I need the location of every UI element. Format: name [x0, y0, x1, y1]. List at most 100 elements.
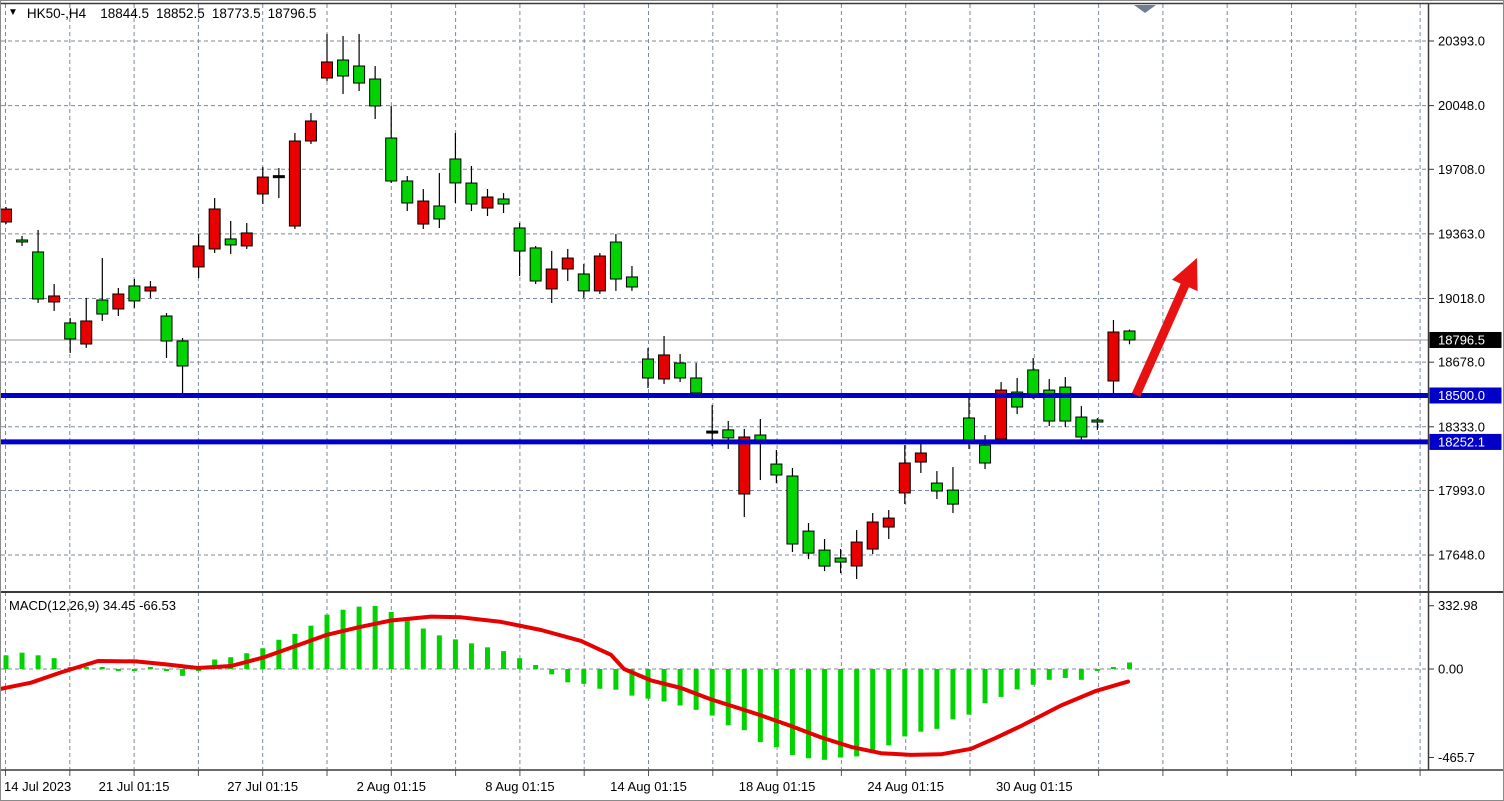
candle-body: [208, 208, 221, 250]
macd-axis-label: 332.98: [1438, 598, 1478, 613]
macd-histogram-bar: [51, 658, 57, 669]
ohlc-info-bar: ▼ HK50-,H4 18844.5 18852.5 18773.5 18796…: [8, 6, 323, 21]
time-axis-label: 18 Aug 01:15: [739, 779, 816, 794]
price-axis-label: 20393.0: [1438, 34, 1485, 49]
candle-body: [995, 389, 1008, 440]
candle-body: [802, 530, 815, 554]
candle-body: [48, 295, 61, 303]
macd-histogram-bar: [404, 619, 410, 669]
macd-signal-line: [1, 614, 1130, 757]
price-axis-label: 19363.0: [1438, 226, 1485, 241]
price-axis-label: 17648.0: [1438, 548, 1485, 563]
candle-body: [625, 276, 638, 288]
trend-arrow-shaft[interactable]: [1131, 270, 1195, 397]
macd-histogram-bar: [533, 665, 539, 669]
macd-histogram-bar: [372, 605, 378, 669]
candle-body: [834, 557, 847, 563]
price-axis-label: 18678.0: [1438, 355, 1485, 370]
support-level-price-box-label: 18252.1: [1438, 434, 1485, 449]
candle-body: [609, 241, 622, 280]
price-axis-label: 20048.0: [1438, 98, 1485, 113]
current-price-box-label: 18796.5: [1438, 332, 1485, 347]
candle-body: [465, 182, 478, 205]
macd-histogram-bar: [741, 669, 747, 731]
candle-body: [658, 354, 671, 380]
candle-body: [786, 475, 799, 545]
time-axis-label: 24 Aug 01:15: [867, 779, 944, 794]
candle-body: [385, 137, 398, 182]
candle-body: [882, 517, 895, 528]
macd-histogram-bar: [902, 669, 908, 737]
candle-body: [946, 489, 959, 505]
candle-body: [1011, 391, 1024, 408]
candle-body: [1091, 419, 1104, 423]
candle-body: [417, 200, 430, 225]
candle-body: [64, 322, 77, 340]
macd-histogram-bar: [228, 657, 234, 669]
candle-body: [96, 299, 109, 315]
macd-histogram-bar: [1014, 669, 1020, 690]
macd-histogram-bar: [950, 669, 956, 720]
candle-body: [1123, 330, 1136, 341]
candle-body: [593, 255, 606, 292]
macd-histogram-bar: [1110, 667, 1116, 669]
macd-histogram-bar: [131, 669, 137, 671]
candle-body: [930, 482, 943, 492]
candle-body: [577, 273, 590, 292]
trend-arrow-head[interactable]: [1172, 258, 1198, 292]
macd-histogram-bar: [19, 652, 25, 669]
candle-body: [850, 541, 863, 567]
time-axis-label: 14 Aug 01:15: [610, 779, 687, 794]
candle-body: [321, 61, 333, 79]
macd-histogram-bar: [998, 669, 1004, 697]
macd-histogram-bar: [485, 647, 490, 669]
high-value: 18852.5: [156, 6, 205, 21]
candle-body: [914, 452, 927, 463]
symbol-period-label: HK50-,H4: [26, 6, 87, 21]
macd-histogram-bar: [324, 614, 330, 669]
macd-histogram-bar: [918, 669, 924, 732]
candle-body: [561, 257, 574, 270]
candle-body: [401, 180, 414, 204]
candle-body: [481, 196, 494, 209]
macd-indicator-label: MACD(12,26,9) 34.45 -66.53: [9, 598, 176, 613]
macd-histogram-bar: [886, 669, 892, 746]
candle-body: [144, 286, 157, 292]
candle-body: [240, 232, 253, 247]
symbol-dropdown-icon: ▼: [8, 7, 18, 18]
candle-body: [256, 176, 269, 195]
candle-body: [706, 430, 719, 434]
current-price-box: [1429, 331, 1502, 348]
macd-histogram-bar: [420, 628, 426, 669]
macd-histogram-bar: [934, 669, 940, 729]
chart-shift-marker-icon[interactable]: [1134, 5, 1156, 13]
time-axis-label: 21 Jul 01:15: [99, 779, 170, 794]
candle-body: [32, 251, 45, 300]
candle-body: [866, 521, 879, 550]
macd-histogram-bar: [629, 669, 635, 696]
candle-body: [513, 227, 526, 252]
support-level-price-box: [1429, 387, 1502, 404]
candle-body: [722, 429, 735, 439]
candle-body: [545, 268, 558, 290]
macd-histogram-bar: [436, 635, 442, 669]
macd-histogram-bar: [452, 639, 458, 669]
macd-histogram-bar: [982, 669, 988, 704]
candle-body: [497, 198, 510, 205]
support-level-price-box-label: 18500.0: [1438, 388, 1485, 403]
macd-histogram-bar: [709, 669, 715, 716]
macd-histogram-bar: [1030, 669, 1036, 685]
macd-histogram-bar: [1078, 669, 1084, 680]
candle-body: [674, 362, 687, 379]
macd-histogram-bar: [388, 612, 394, 669]
macd-histogram-bar: [276, 639, 282, 669]
macd-histogram-bar: [613, 669, 619, 690]
candle-body: [529, 247, 542, 282]
macd-histogram-bar: [725, 669, 731, 726]
candle-body: [898, 462, 911, 494]
macd-histogram-bar: [645, 669, 651, 699]
macd-histogram-bar: [83, 667, 89, 669]
candle-body: [337, 59, 350, 77]
